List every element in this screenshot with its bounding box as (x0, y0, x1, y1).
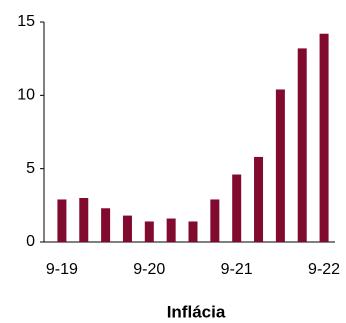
bar (319, 33, 329, 242)
x-tick-label: 9-20 (133, 261, 165, 278)
bar (122, 215, 132, 242)
bar (188, 221, 198, 242)
x-tick-label: 9-21 (221, 261, 253, 278)
y-tick-label: 5 (26, 160, 35, 177)
bar (101, 208, 111, 242)
bar (254, 156, 264, 242)
bar (210, 199, 220, 242)
x-tick-label: 9-22 (308, 261, 340, 278)
x-tick-label: 9-19 (46, 261, 78, 278)
bar (144, 221, 154, 242)
y-tick-label: 10 (17, 87, 35, 104)
bar (57, 199, 67, 242)
bar (166, 218, 176, 242)
x-axis-label: Inflácia (167, 302, 226, 321)
bar (275, 89, 285, 242)
bar (297, 48, 307, 243)
bar (79, 198, 89, 242)
y-tick-label: 15 (17, 13, 35, 30)
y-tick-label: 0 (26, 233, 35, 250)
bar (232, 174, 242, 242)
